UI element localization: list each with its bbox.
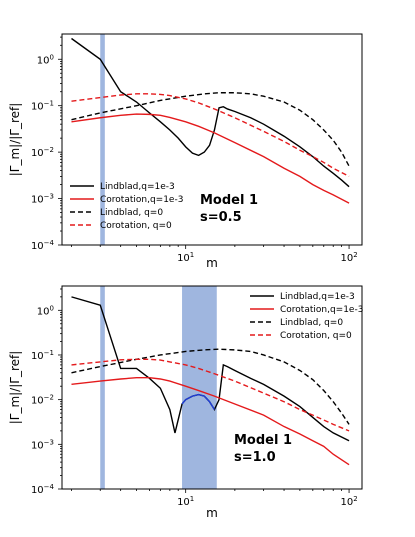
y-tick-label: 10−4 (31, 239, 55, 252)
y-tick-label: 100 (37, 53, 54, 66)
shaded-band-1 (100, 286, 105, 489)
series-line-4 (71, 93, 350, 178)
shaded-band-1 (100, 34, 105, 245)
legend-label: Corotation,q=1e-3 (280, 305, 363, 315)
shaded-band-2 (182, 286, 217, 489)
series-line-3 (71, 348, 350, 425)
y-tick-label: 100 (37, 304, 54, 317)
chart-panel-2: 100 10−1 10−2 10−3 10−4 101 102 m |Γ_m|/|Γ_ref| L… (8, 285, 363, 520)
y-tick-label: 10−1 (31, 100, 54, 113)
x-axis-label: m (206, 506, 218, 520)
x-tick-label: 102 (340, 495, 357, 508)
series-line-2 (71, 377, 350, 466)
y-axis-label: |Γ_m|/|Γ_ref| (8, 103, 22, 177)
y-tick-label: 10−2 (31, 146, 54, 159)
annotation-text: s=1.0 (234, 450, 276, 465)
y-axis-label: |Γ_m|/|Γ_ref| (8, 351, 22, 425)
legend-label: Lindblad,q=1e-3 (280, 292, 355, 302)
y-tick-label: 10−4 (31, 483, 55, 496)
plot-area (71, 296, 350, 466)
legend: Lindblad,q=1e-3 Corotation,q=1e-3 Lindblad… (70, 182, 183, 231)
axes-frame (61, 33, 363, 246)
legend-label: Corotation,q=1e-3 (100, 195, 183, 205)
legend: Lindblad,q=1e-3 Corotation,q=1e-3 Lindblad… (250, 292, 363, 341)
series-line-2 (71, 113, 350, 204)
legend-label: Lindblad, q=0 (280, 318, 343, 328)
chart-panel-1: 100 10−1 10−2 10−3 10−4 101 102 m |Γ_m|/|Γ_ref| L… (8, 33, 363, 270)
annotation-text: Model 1 (234, 433, 292, 448)
y-tick-label: 10−2 (31, 394, 54, 407)
x-tick-label: 101 (177, 495, 194, 508)
series-line-5 (181, 393, 216, 410)
x-tick-label: 102 (340, 251, 357, 264)
legend-label: Corotation, q=0 (280, 331, 352, 341)
plot-area (71, 37, 350, 204)
axes-frame (61, 285, 363, 490)
annotation-text: s=0.5 (200, 210, 242, 225)
y-tick-label: 10−1 (31, 349, 54, 362)
y-tick-label: 10−3 (31, 438, 54, 451)
legend-label: Lindblad, q=0 (100, 208, 163, 218)
x-axis-label: m (206, 256, 218, 270)
x-tick-label: 101 (177, 251, 194, 264)
series-line-4 (71, 358, 350, 432)
series-line-3 (71, 92, 350, 167)
y-tick-label: 10−3 (31, 193, 54, 206)
legend-label: Lindblad,q=1e-3 (100, 182, 175, 192)
series-line-1 (71, 37, 350, 188)
annotation-text: Model 1 (200, 193, 258, 208)
legend-label: Corotation, q=0 (100, 221, 172, 231)
